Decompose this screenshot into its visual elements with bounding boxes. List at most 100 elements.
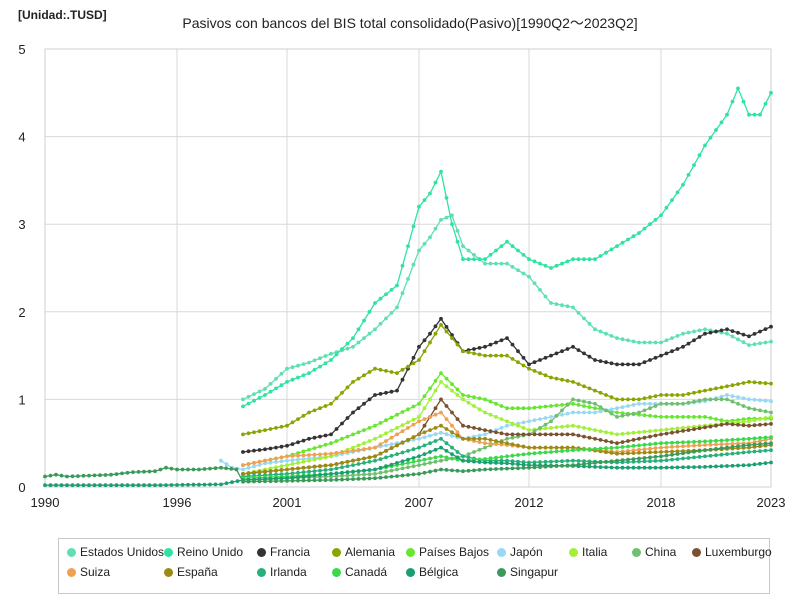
data-point	[736, 422, 740, 427]
data-point	[609, 446, 614, 450]
data-point	[384, 455, 388, 460]
data-point	[439, 397, 443, 402]
data-point	[626, 431, 630, 436]
data-point	[395, 443, 399, 448]
data-point	[378, 451, 383, 456]
data-point	[312, 464, 317, 469]
data-point	[274, 465, 278, 470]
data-point	[351, 458, 355, 463]
data-point	[268, 389, 273, 394]
data-point	[422, 338, 427, 343]
data-point	[301, 478, 306, 483]
data-point	[54, 483, 58, 488]
data-point	[483, 261, 487, 266]
data-point	[362, 428, 366, 432]
data-point	[681, 415, 685, 419]
data-point	[714, 128, 718, 132]
data-point	[318, 434, 322, 439]
data-point	[692, 399, 696, 404]
data-point	[312, 457, 317, 462]
data-point	[406, 407, 410, 412]
data-point	[593, 436, 597, 441]
data-point	[637, 410, 641, 415]
data-point	[334, 477, 339, 482]
data-point	[659, 353, 663, 358]
data-point	[483, 397, 487, 402]
data-point	[505, 423, 509, 428]
data-point	[389, 428, 394, 433]
data-point	[422, 198, 427, 203]
data-point	[538, 358, 542, 362]
data-point	[268, 469, 273, 473]
legend-item: Países Bajos	[406, 545, 489, 559]
data-point	[510, 421, 515, 426]
data-point	[296, 478, 300, 483]
data-point	[725, 422, 729, 426]
data-point	[312, 358, 317, 363]
data-point	[455, 239, 460, 244]
data-point	[334, 471, 339, 476]
data-point	[576, 348, 581, 352]
data-point	[422, 394, 427, 398]
data-point	[521, 355, 526, 360]
legend-label: Francia	[270, 545, 311, 559]
data-point	[609, 395, 614, 400]
data-point	[417, 436, 421, 441]
data-point	[538, 465, 542, 469]
data-point	[450, 468, 454, 473]
data-point	[719, 442, 724, 447]
data-point	[301, 459, 306, 464]
data-point	[367, 426, 372, 430]
data-point	[620, 240, 625, 245]
data-point	[367, 455, 372, 460]
data-point	[598, 446, 603, 451]
data-point	[642, 340, 647, 345]
data-point	[560, 432, 564, 437]
data-point	[488, 353, 493, 358]
legend-label: Estados Unidos	[80, 545, 165, 559]
data-point	[708, 453, 713, 458]
data-point	[697, 465, 702, 469]
data-point	[571, 458, 575, 463]
data-point	[340, 477, 344, 482]
data-point	[323, 468, 328, 472]
data-point	[483, 428, 487, 432]
data-point	[505, 432, 509, 437]
data-point	[675, 426, 680, 431]
data-point	[571, 401, 575, 406]
data-point	[549, 450, 553, 454]
data-point	[395, 283, 399, 288]
data-point	[483, 353, 487, 358]
data-point	[510, 442, 515, 447]
data-point	[219, 482, 223, 487]
data-point	[516, 268, 520, 273]
data-point	[571, 463, 575, 467]
data-point	[510, 244, 515, 249]
data-point	[543, 404, 548, 409]
data-point	[554, 302, 559, 306]
data-point	[389, 370, 394, 374]
data-point	[538, 445, 542, 450]
data-point	[483, 410, 487, 415]
data-point	[279, 455, 284, 460]
data-point	[692, 338, 696, 343]
data-point	[455, 433, 460, 438]
data-point	[681, 182, 685, 187]
data-point	[411, 472, 416, 477]
data-point	[637, 340, 641, 345]
data-point	[692, 427, 696, 432]
data-point	[54, 472, 58, 477]
data-point	[406, 420, 410, 425]
data-point	[384, 439, 388, 443]
data-point	[681, 401, 685, 406]
data-point	[290, 442, 295, 446]
data-point	[290, 471, 295, 476]
data-point	[637, 401, 641, 406]
data-point	[356, 430, 361, 435]
data-point	[428, 331, 432, 336]
data-point	[637, 436, 641, 441]
data-point	[257, 429, 262, 434]
data-point	[428, 456, 432, 461]
data-point	[329, 358, 333, 362]
data-point	[340, 461, 344, 465]
